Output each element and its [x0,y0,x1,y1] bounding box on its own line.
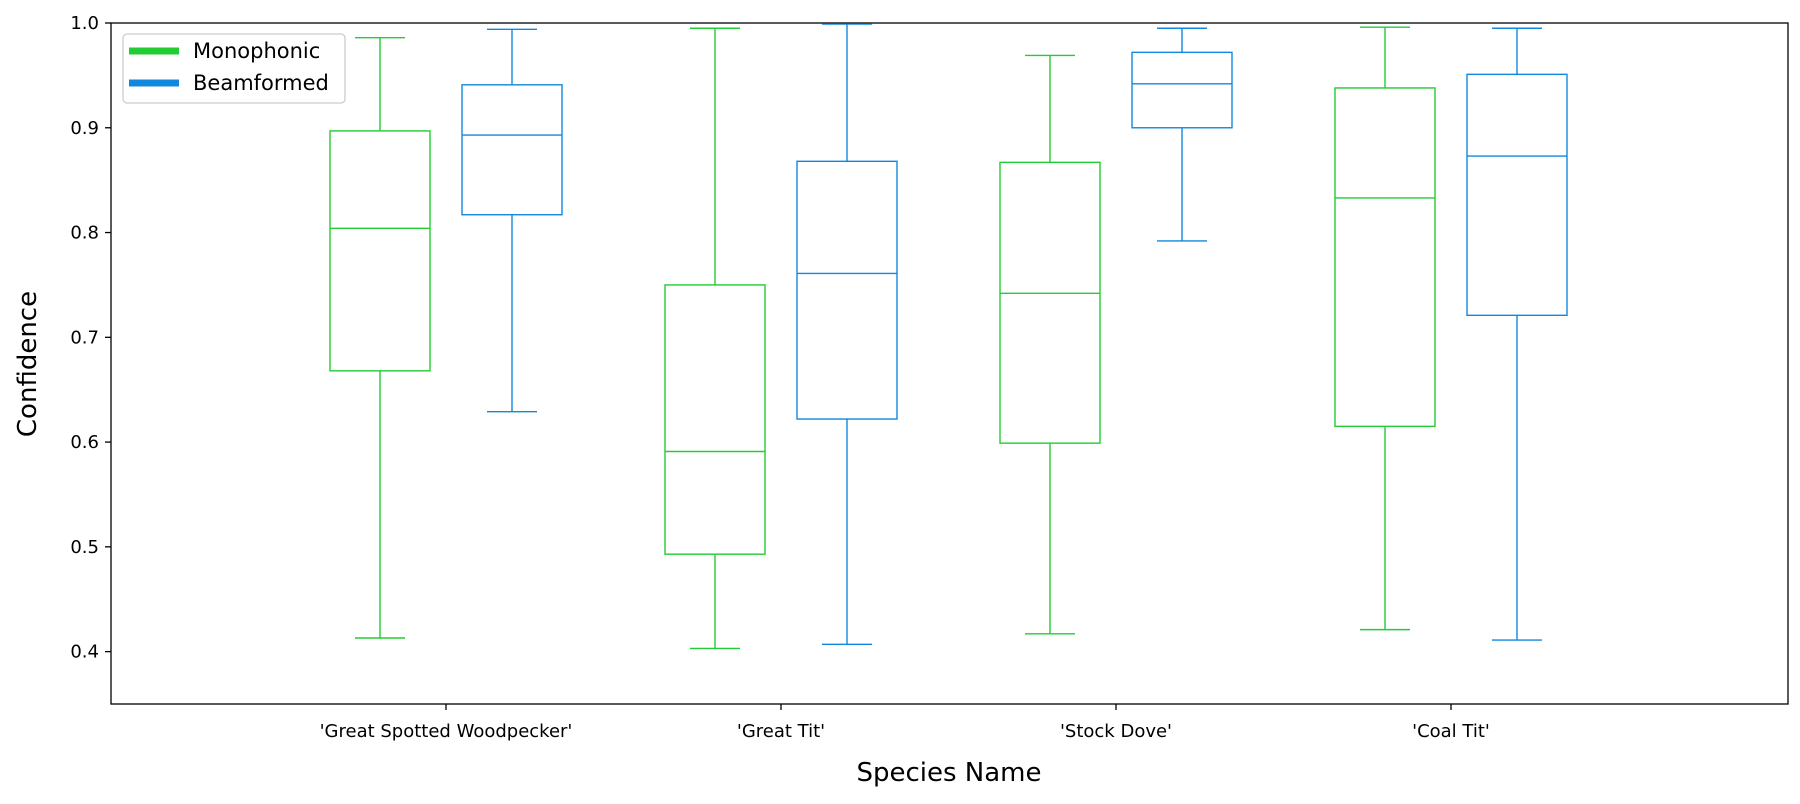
box-beamformed-0 [461,28,563,413]
iqr-box [796,160,898,420]
iqr-box [1466,73,1568,317]
y-axis-title: Confidence [13,291,43,437]
plot-area-frame [110,22,1789,705]
x-tick-label: 'Great Spotted Woodpecker' [320,721,573,742]
iqr-box [999,161,1101,444]
y-tick-label: 0.6 [70,432,99,453]
iqr-box [1334,87,1436,428]
boxes-group [329,23,1568,650]
box-monophonic-0 [329,36,431,639]
iqr-box [329,130,431,372]
y-tick-label: 0.7 [70,327,99,348]
y-tick-label: 0.8 [70,223,99,244]
iqr-box [461,84,563,216]
x-axis-title: Species Name [856,758,1041,788]
y-axis: 0.4 0.5 0.6 0.7 0.8 0.9 1.0 [70,13,111,663]
legend-label-beamformed: Beamformed [193,71,329,95]
y-tick-label: 0.9 [70,118,99,139]
legend: Monophonic Beamformed [122,33,346,104]
legend-label-monophonic: Monophonic [193,39,320,63]
box-beamformed-2 [1131,27,1233,242]
box-monophonic-1 [664,27,766,650]
y-tick-label: 0.4 [70,642,99,663]
y-tick-label: 1.0 [70,13,99,34]
box-monophonic-2 [999,54,1101,635]
box-beamformed-1 [796,23,898,645]
iqr-box [1131,51,1233,129]
iqr-box [664,284,766,555]
x-tick-label: 'Great Tit' [737,721,825,742]
box-beamformed-3 [1466,27,1568,641]
box-monophonic-3 [1334,26,1436,631]
y-tick-label: 0.5 [70,537,99,558]
x-tick-label: 'Stock Dove' [1060,721,1172,742]
x-tick-label: 'Coal Tit' [1412,721,1490,742]
x-axis: 'Great Spotted Woodpecker' 'Great Tit' 'St… [320,704,1490,742]
